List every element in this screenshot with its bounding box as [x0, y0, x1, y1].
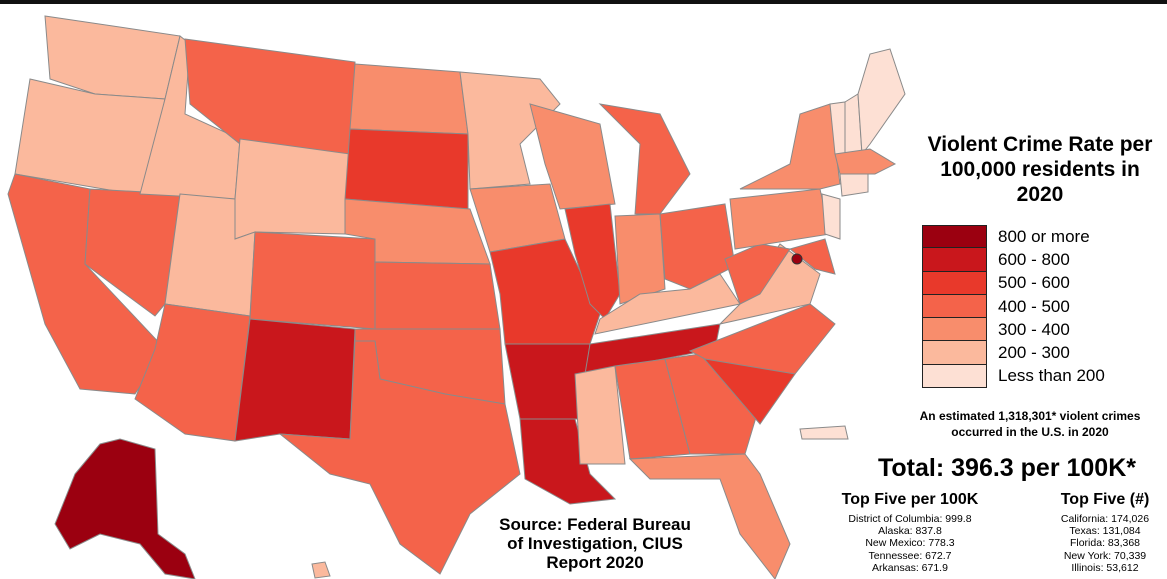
state: [374, 261, 501, 330]
state: [234, 318, 356, 442]
state: [249, 231, 376, 330]
list-title: Top Five per 100K: [841, 491, 979, 508]
list: California: 174,026 Texas: 131,084 Florida…: [1040, 513, 1167, 574]
legend-swatch: [922, 225, 987, 249]
legend-item: 600 - 800: [922, 248, 1105, 272]
legend-label: 600 - 800: [998, 249, 1070, 269]
state: [54, 438, 196, 579]
us-map: [7, 15, 906, 579]
note: An estimated 1,318,301* violent crimes o…: [919, 409, 1141, 439]
list-item: Texas: 131,084: [1069, 525, 1141, 538]
legend-item: 300 - 400: [922, 318, 1105, 342]
legend-label: 200 - 300: [998, 343, 1070, 363]
state: [799, 425, 849, 440]
state: [349, 63, 469, 135]
legend-label: 500 - 600: [998, 273, 1070, 293]
state: [44, 15, 181, 100]
map-title: Violent Crime Rate per 100,000 residents…: [927, 133, 1153, 206]
state: [688, 303, 836, 375]
list-item: Illinois: 53,612: [1071, 561, 1139, 574]
state: [664, 353, 761, 455]
state: [459, 71, 561, 190]
state: [729, 188, 831, 250]
state: [724, 243, 791, 305]
state: [821, 193, 841, 240]
list-title: Top Five (#): [1060, 491, 1150, 508]
state: [519, 418, 617, 505]
legend: 800 or more 600 - 800 500 - 600 400 - 500 30…: [922, 225, 1105, 389]
state: [739, 103, 841, 190]
state: [344, 128, 469, 210]
state: [857, 48, 906, 156]
list-item: Tennessee: 672.7: [868, 549, 952, 562]
state: [234, 138, 351, 240]
dc-marker: [791, 253, 803, 265]
list-item: Florida: 83,368: [1069, 537, 1141, 550]
list-item: Arkansas: 671.9: [872, 561, 948, 574]
state: [834, 148, 897, 175]
list-item: New York: 70,339: [1063, 549, 1147, 562]
list: District of Columbia: 999.8 Alaska: 837.8…: [810, 513, 1010, 574]
source: Source: Federal Bureau of Investigation,…: [499, 515, 691, 572]
state: [594, 273, 741, 335]
state: [659, 203, 736, 290]
legend-swatch: [922, 341, 987, 365]
state: [134, 303, 251, 442]
legend-swatch: [922, 294, 987, 319]
legend-swatch: [922, 318, 987, 342]
legend-label: 800 or more: [998, 226, 1090, 246]
state: [614, 213, 666, 305]
list-item: California: 174,026: [1060, 513, 1150, 525]
legend-item: Less than 200: [922, 364, 1105, 389]
legend-label: 300 - 400: [998, 319, 1070, 339]
state: [788, 238, 836, 275]
state: [628, 453, 791, 579]
list-item: District of Columbia: 999.8: [848, 513, 972, 525]
legend-item: 200 - 300: [922, 341, 1105, 365]
state: [839, 173, 869, 197]
legend-item: 800 or more: [922, 225, 1105, 249]
state: [278, 340, 521, 575]
legend-label: Less than 200: [998, 366, 1105, 386]
legend-swatch: [922, 271, 987, 295]
legend-swatch: [922, 248, 987, 272]
legend-swatch: [922, 364, 987, 389]
state: [574, 365, 626, 465]
list-item: Alaska: 837.8: [878, 525, 942, 538]
legend-label: 400 - 500: [998, 296, 1070, 316]
list-item: New Mexico: 778.3: [865, 537, 955, 550]
legend-item: 500 - 600: [922, 271, 1105, 295]
total: Total: 396.3 per 100K*: [878, 454, 1136, 482]
legend-item: 400 - 500: [922, 294, 1105, 319]
state: [311, 561, 331, 579]
